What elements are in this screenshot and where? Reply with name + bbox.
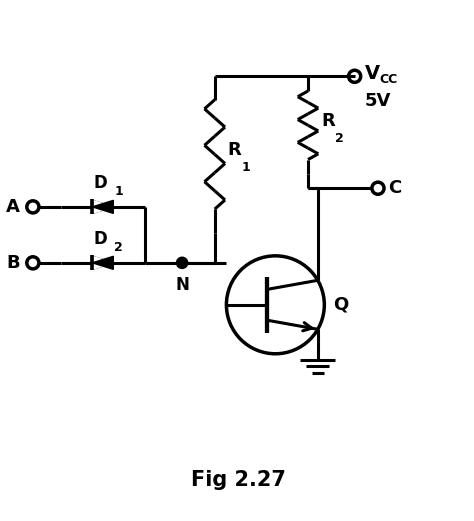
Circle shape: [176, 257, 188, 268]
Text: C: C: [388, 179, 401, 197]
Text: B: B: [6, 254, 20, 272]
Polygon shape: [92, 201, 113, 214]
Polygon shape: [92, 256, 113, 269]
Text: R: R: [321, 111, 335, 130]
Text: 5V: 5V: [365, 92, 391, 109]
Text: N: N: [175, 276, 189, 294]
Text: A: A: [6, 198, 20, 216]
Text: CC: CC: [379, 72, 398, 85]
Text: V: V: [365, 64, 380, 83]
Text: 1: 1: [115, 185, 123, 199]
Text: R: R: [228, 141, 242, 159]
Text: D: D: [94, 230, 108, 248]
Text: 1: 1: [242, 162, 251, 175]
Polygon shape: [92, 256, 113, 269]
Text: 2: 2: [115, 241, 123, 254]
Polygon shape: [92, 256, 113, 269]
Polygon shape: [92, 201, 113, 214]
Text: Q: Q: [333, 296, 348, 314]
Text: 2: 2: [335, 132, 344, 145]
Polygon shape: [92, 201, 113, 214]
Text: Fig 2.27: Fig 2.27: [191, 469, 285, 490]
Text: D: D: [94, 174, 108, 192]
